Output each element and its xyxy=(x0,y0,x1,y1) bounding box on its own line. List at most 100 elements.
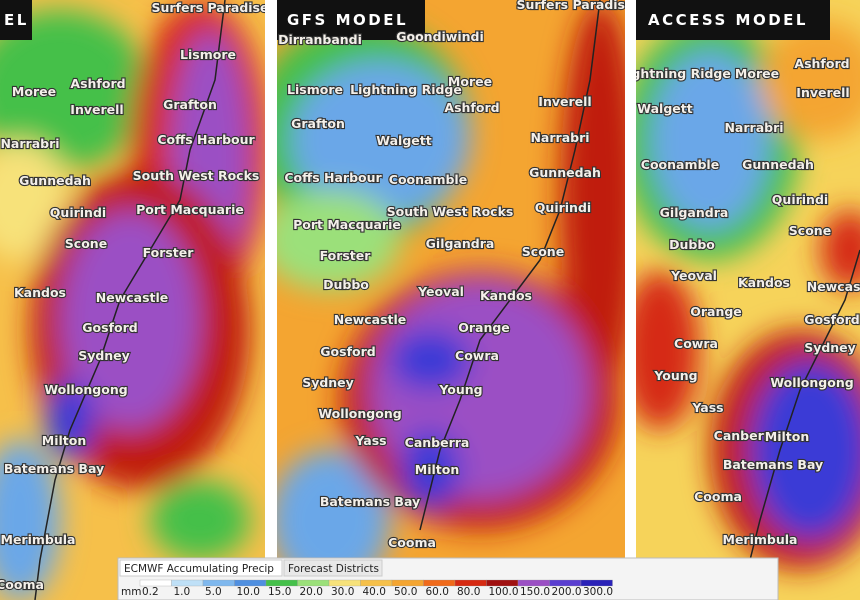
legend-value: 0.2 xyxy=(142,586,159,598)
legend-value: 200.0 xyxy=(552,586,582,598)
place-label: Orange xyxy=(458,320,510,335)
place-label: Yass xyxy=(691,400,723,415)
place-label: Narrabri xyxy=(530,130,589,145)
legend-tab[interactable]: ECMWF Accumulating Precip xyxy=(124,563,274,575)
place-label: South West Rocks xyxy=(387,204,514,219)
place-label: Merimbula xyxy=(723,532,798,547)
panel-gfs xyxy=(277,0,625,600)
legend-value: 15.0 xyxy=(268,586,291,598)
place-label: Gunnedah xyxy=(529,165,601,180)
place-label: Inverell xyxy=(796,85,849,100)
place-label: Sydney xyxy=(78,348,130,363)
panel-ecmwf xyxy=(0,0,265,600)
place-label: Quirindi xyxy=(772,192,828,207)
place-label: Narrabri xyxy=(0,136,59,151)
place-label: Lightning Ridge xyxy=(350,82,462,97)
place-label: Gunnedah xyxy=(742,157,814,172)
place-label: Dirranbandi xyxy=(278,32,362,47)
place-label: Dubbo xyxy=(669,237,715,252)
place-label: Gilgandra xyxy=(426,236,495,251)
place-label: Moree xyxy=(735,66,779,81)
place-label: Sydney xyxy=(302,375,354,390)
place-label: Quirindi xyxy=(50,205,106,220)
place-label: Young xyxy=(438,382,482,397)
place-label: Milton xyxy=(765,429,809,444)
legend-value: 1.0 xyxy=(174,586,191,598)
place-label: Batemans Bay xyxy=(4,461,104,476)
place-label: Milton xyxy=(415,462,459,477)
panel-access xyxy=(636,0,860,600)
place-label: Orange xyxy=(690,304,742,319)
panel-title: EL xyxy=(4,11,29,29)
legend-value: 80.0 xyxy=(457,586,480,598)
place-label: Cowra xyxy=(455,348,499,363)
place-labels: Lightning Ridge Moree Ashford Inverell Walge… xyxy=(619,55,860,548)
place-label: Surfers Paradise xyxy=(152,0,269,15)
place-label: Kandos xyxy=(480,288,532,303)
place-label: Canberra xyxy=(714,428,779,443)
place-label: Narrabri xyxy=(724,120,783,135)
place-label: Ashford xyxy=(794,56,849,71)
place-label: Ashford xyxy=(444,100,499,115)
legend-value: 60.0 xyxy=(426,586,449,598)
legend-value: 20.0 xyxy=(300,586,323,598)
legend-value: 10.0 xyxy=(237,586,260,598)
panel-title: GFS MODEL xyxy=(287,11,408,29)
place-label: Yass xyxy=(354,433,386,448)
place-label: Coonamble xyxy=(389,172,467,187)
legend-value: 50.0 xyxy=(394,586,417,598)
legend-value: 30.0 xyxy=(331,586,354,598)
place-label: Cooma xyxy=(388,535,436,550)
place-label: Walgett xyxy=(376,133,431,148)
place-label: Sydney xyxy=(804,340,856,355)
place-label: Newcastle xyxy=(807,279,860,294)
place-label: Milton xyxy=(42,433,86,448)
legend-value: 100.0 xyxy=(489,586,519,598)
legend-value: 300.0 xyxy=(583,586,613,598)
place-label: Lismore xyxy=(287,82,343,97)
place-label: Scone xyxy=(522,244,564,259)
place-label: Newcastle xyxy=(334,312,407,327)
place-label: Surfers Paradise xyxy=(517,0,634,12)
place-label: South West Rocks xyxy=(133,168,260,183)
place-label: Grafton xyxy=(291,116,345,131)
place-label: Gosford xyxy=(320,344,375,359)
place-label: Grafton xyxy=(163,97,217,112)
place-label: Goondiwindi xyxy=(396,29,484,44)
place-label: Inverell xyxy=(538,94,591,109)
place-label: Kandos xyxy=(738,275,790,290)
place-label: Wollongong xyxy=(770,375,853,390)
place-label: Ashford xyxy=(70,76,125,91)
place-label: Scone xyxy=(789,223,831,238)
place-label: Canberra xyxy=(405,435,470,450)
place-label: Batemans Bay xyxy=(723,457,823,472)
place-label: Gilgandra xyxy=(660,205,729,220)
place-label: Merimbula xyxy=(1,532,76,547)
place-labels: Dirranbandi Goondiwindi Surfers Paradise Li… xyxy=(277,0,634,551)
place-label: Lightning Ridge xyxy=(619,66,731,81)
place-label: Wollongong xyxy=(318,406,401,421)
place-label: Forster xyxy=(143,245,195,260)
legend: ECMWF Accumulating Precip Forecast Distr… xyxy=(117,557,779,600)
place-label: Yeoval xyxy=(417,284,464,299)
place-label: Young xyxy=(653,368,697,383)
place-label: Wollongong xyxy=(44,382,127,397)
legend-tab[interactable]: Forecast Districts xyxy=(288,563,379,575)
place-label: Scone xyxy=(65,236,107,251)
place-label: Dubbo xyxy=(323,277,369,292)
place-label: Gunnedah xyxy=(19,173,91,188)
place-label: Walgett xyxy=(637,101,692,116)
place-label: Forster xyxy=(320,248,372,263)
legend-unit: mm xyxy=(121,586,141,598)
place-label: Moree xyxy=(12,84,56,99)
place-label: Batemans Bay xyxy=(320,494,420,509)
place-label: Coffs Harbour xyxy=(157,132,255,147)
place-label: Cooma xyxy=(694,489,742,504)
legend-value: 40.0 xyxy=(363,586,386,598)
place-label: Gosford xyxy=(804,312,859,327)
panel-title: ACCESS MODEL xyxy=(648,11,808,29)
place-label: Moree xyxy=(448,74,492,89)
place-labels: Surfers Paradise Lismore Ashford Moree Inver… xyxy=(0,0,269,593)
place-label: Gosford xyxy=(82,320,137,335)
place-label: Coonamble xyxy=(641,157,719,172)
